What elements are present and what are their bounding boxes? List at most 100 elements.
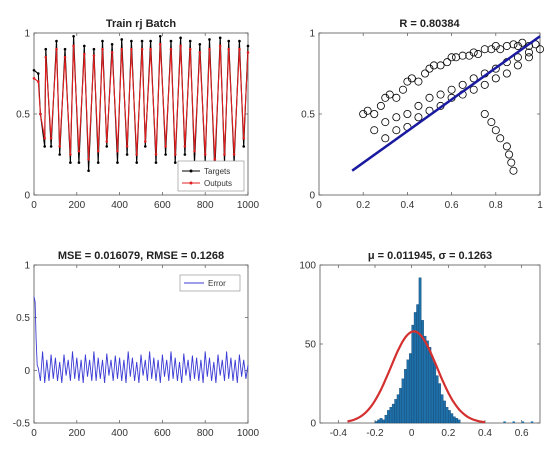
data-point bbox=[246, 44, 250, 48]
legend-label: Error bbox=[208, 279, 226, 288]
data-point bbox=[218, 36, 222, 40]
data-point bbox=[105, 145, 109, 148]
plot-area bbox=[33, 264, 249, 424]
histogram-bar bbox=[411, 324, 415, 424]
data-point bbox=[43, 137, 46, 140]
data-point bbox=[246, 51, 250, 54]
scatter-point bbox=[524, 53, 533, 62]
y-tick-label: 0 bbox=[24, 191, 30, 202]
data-point bbox=[154, 161, 158, 164]
scatter-point bbox=[536, 45, 545, 54]
data-point bbox=[120, 38, 124, 41]
data-point bbox=[198, 51, 202, 54]
scatter-point bbox=[370, 126, 379, 135]
x-tick-label: 600 bbox=[154, 428, 171, 439]
x-tick-label: 0.2 bbox=[356, 200, 370, 211]
data-point bbox=[242, 145, 246, 148]
legend-box bbox=[177, 160, 245, 192]
scatter-point bbox=[429, 61, 438, 70]
legend-marker bbox=[189, 169, 193, 173]
histogram-bar bbox=[457, 419, 461, 424]
histogram-bar bbox=[406, 359, 410, 424]
scatter-point bbox=[392, 113, 401, 122]
data-point bbox=[213, 158, 217, 161]
data-point bbox=[223, 153, 226, 156]
histogram-bar bbox=[445, 407, 449, 424]
histogram-bar bbox=[408, 353, 412, 424]
chart-regression: 0 0.2 0.4 0.6 0.8 1 0 0.5 1 R = 0.80384 bbox=[301, 18, 545, 211]
scatter-point bbox=[480, 45, 489, 54]
histogram-bar bbox=[430, 356, 434, 424]
data-point bbox=[140, 47, 144, 51]
data-point bbox=[158, 34, 162, 38]
data-point bbox=[140, 39, 144, 43]
x-tick-label: 600 bbox=[154, 200, 171, 211]
histogram-bar bbox=[387, 410, 390, 424]
histogram-bar bbox=[401, 378, 405, 424]
data-point bbox=[87, 169, 90, 172]
histogram-bar bbox=[450, 413, 454, 424]
chart-title: μ = 0.011945, σ = 0.1263 bbox=[368, 250, 492, 262]
x-tick-label: 1000 bbox=[237, 200, 260, 211]
data-point bbox=[55, 47, 58, 51]
data-point bbox=[232, 153, 236, 156]
y-tick-label: 50 bbox=[305, 340, 317, 351]
scatter-point bbox=[376, 101, 385, 110]
scatter-point bbox=[392, 126, 401, 135]
series-line-error bbox=[33, 296, 249, 384]
x-tick-label: 0 bbox=[409, 428, 415, 439]
data-point bbox=[69, 153, 72, 156]
data-point bbox=[208, 38, 211, 41]
y-tick-label: 1 bbox=[24, 261, 30, 272]
histogram-bar bbox=[404, 369, 407, 424]
data-point bbox=[154, 153, 158, 156]
data-point bbox=[82, 44, 86, 48]
scatter-point bbox=[436, 61, 445, 70]
data-point bbox=[125, 153, 129, 156]
scatter-point bbox=[385, 90, 394, 99]
data-point bbox=[77, 161, 81, 164]
data-point bbox=[198, 43, 202, 46]
data-point bbox=[149, 47, 152, 51]
chart-error-histogram: -0.4 -0.2 0 0.2 0.4 0.6 0 50 100 μ = 0.011945, σ … bbox=[299, 250, 541, 439]
data-point bbox=[130, 47, 133, 51]
data-point bbox=[173, 153, 177, 156]
scatter-point bbox=[381, 118, 390, 127]
data-point bbox=[143, 140, 147, 143]
data-point bbox=[72, 44, 75, 48]
scatter-point bbox=[491, 64, 500, 73]
chart-title: Train rj Batch bbox=[106, 18, 177, 30]
data-point bbox=[55, 39, 58, 43]
histogram-bar bbox=[503, 421, 506, 423]
x-tick-label: 0.6 bbox=[445, 200, 459, 211]
scatter-point bbox=[381, 134, 390, 143]
x-tick-label: -0.4 bbox=[330, 428, 348, 439]
scatter-point bbox=[469, 74, 478, 83]
histogram-bar bbox=[399, 388, 402, 424]
chart-train-batch: 0 200 400 600 800 1000 0 0.5 1 Train rj Batch Targ… bbox=[16, 18, 259, 211]
y-tick-label: 0.5 bbox=[301, 110, 315, 121]
histogram-bar bbox=[384, 414, 388, 424]
histogram-bar bbox=[428, 347, 432, 424]
legend-marker bbox=[189, 181, 193, 185]
histogram-bar bbox=[391, 403, 395, 424]
data-point bbox=[36, 72, 40, 75]
data-point bbox=[158, 43, 162, 46]
data-point bbox=[164, 153, 167, 156]
scatter-point bbox=[524, 48, 533, 57]
histogram-bar bbox=[389, 407, 393, 424]
data-point bbox=[125, 145, 129, 148]
scatter-point bbox=[502, 69, 511, 78]
data-point bbox=[110, 51, 114, 54]
data-point bbox=[32, 77, 36, 80]
histogram-bar bbox=[394, 399, 398, 424]
data-point bbox=[63, 47, 67, 51]
scatter-point bbox=[505, 150, 514, 159]
x-tick-label: 200 bbox=[68, 428, 85, 439]
histogram-bar bbox=[379, 418, 383, 424]
data-point bbox=[135, 161, 139, 164]
scatter-point bbox=[443, 58, 452, 67]
data-point bbox=[32, 68, 36, 72]
data-point bbox=[105, 140, 109, 143]
scatter-point bbox=[496, 45, 505, 54]
